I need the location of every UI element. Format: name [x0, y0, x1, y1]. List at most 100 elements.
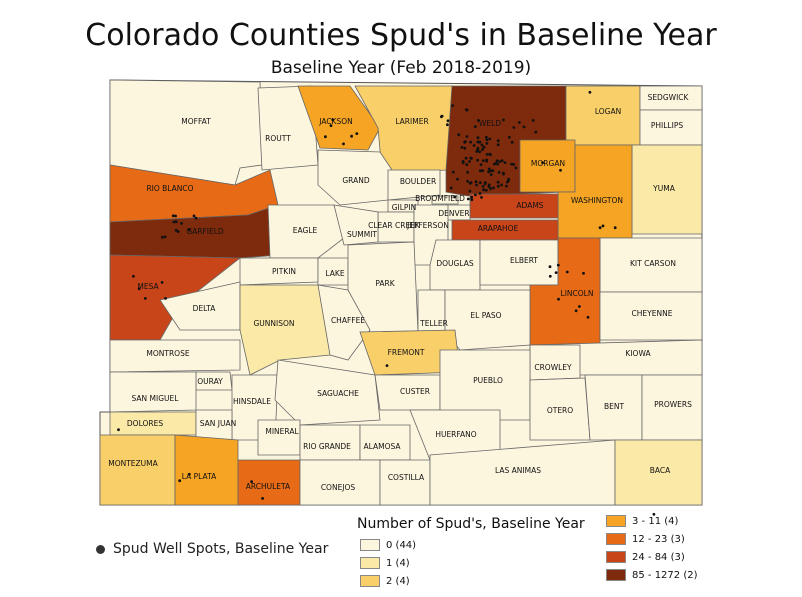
spud-well-dot — [534, 130, 538, 134]
county-label-conejos: CONEJOS — [321, 483, 356, 492]
county-label-otero: OTERO — [547, 406, 573, 415]
county-label-lincoln: LINCOLN — [561, 289, 594, 298]
legend-swatch — [606, 515, 626, 527]
spud-well-dot — [496, 143, 500, 147]
county-label-huerfano: HUERFANO — [435, 430, 476, 439]
legend-item: 2 (4) — [360, 572, 416, 590]
spud-well-dot — [574, 309, 578, 313]
county-label-mineral: MINERAL — [265, 427, 299, 436]
spud-well-dot — [324, 135, 327, 139]
spud-well-dot — [261, 497, 264, 500]
county-label-weld: WELD — [479, 119, 501, 128]
spud-well-dot — [588, 90, 592, 94]
spud-well-dot — [350, 134, 353, 138]
county-label-moffat: MOFFAT — [181, 117, 211, 126]
map-title: Colorado Counties Spud's in Baseline Yea… — [85, 18, 717, 53]
legend-label: 3 - 11 (4) — [632, 515, 679, 527]
spud-well-dot — [385, 364, 389, 367]
spud-well-dot — [478, 192, 482, 195]
county-adams — [469, 193, 559, 219]
county-mineral — [257, 419, 301, 456]
legend-label: 2 (4) — [386, 575, 410, 587]
spud-well-dot — [250, 480, 254, 483]
spud-well-dot — [652, 512, 656, 516]
spud-well-dot — [478, 169, 482, 173]
dot-legend: Spud Well Spots, Baseline Year — [96, 541, 328, 557]
county-label-gunnison: GUNNISON — [253, 319, 294, 328]
county-label-chaffee: CHAFFEE — [331, 316, 365, 325]
county-label-sedgwick: SEDGWICK — [648, 93, 690, 102]
spud-well-dot — [475, 183, 478, 187]
spud-well-dot — [514, 166, 518, 170]
county-label-routt: ROUTT — [265, 134, 291, 143]
county-label-bent: BENT — [604, 402, 624, 411]
county-label-dolores: DOLORES — [127, 419, 163, 428]
spud-well-dot — [531, 119, 535, 122]
spud-well-dot — [478, 181, 482, 185]
spud-well-dot — [161, 235, 164, 239]
county-summit — [333, 204, 379, 246]
county-label-pitkin: PITKIN — [272, 267, 296, 276]
spud-well-dot — [500, 183, 503, 187]
spud-well-dot — [137, 287, 141, 291]
county-label-baca: BACA — [650, 466, 671, 475]
map-subtitle: Baseline Year (Feb 2018-2019) — [270, 58, 532, 78]
spud-well-dot — [477, 140, 481, 144]
spud-well-dot — [496, 180, 500, 184]
county-label-yuma: YUMA — [652, 184, 676, 193]
legend-label: 24 - 84 (3) — [632, 551, 685, 563]
spud-well-dot — [510, 162, 513, 166]
spud-well-dot — [478, 150, 481, 154]
spud-well-dot — [461, 161, 465, 165]
county-label-morgan: MORGAN — [531, 159, 565, 168]
legend-item: 0 (44) — [360, 536, 416, 554]
county-label-las-animas: LAS ANIMAS — [495, 466, 541, 475]
spud-well-dot — [194, 216, 198, 220]
spud-well-dot — [541, 161, 544, 165]
spud-well-dot — [485, 158, 488, 162]
county-broomfield — [431, 195, 459, 205]
spud-well-dot — [178, 479, 182, 483]
spud-well-dot — [476, 146, 480, 150]
county-el-paso — [444, 289, 531, 351]
spud-well-dot — [489, 173, 493, 177]
spud-well-dot — [559, 168, 562, 172]
county-label-saguache: SAGUACHE — [317, 389, 359, 398]
spud-well-dot — [174, 220, 178, 224]
spud-well-dot — [487, 170, 490, 174]
county-label-grand: GRAND — [342, 176, 369, 185]
spud-well-dot — [507, 135, 511, 139]
legend-label: 0 (44) — [386, 539, 417, 551]
spud-well-dot — [174, 228, 178, 232]
spud-well-dot — [470, 198, 474, 202]
spud-well-dot — [187, 472, 191, 476]
legend-label: 12 - 23 (3) — [632, 533, 685, 545]
spud-well-dot — [466, 179, 469, 183]
county-label-eagle: EAGLE — [293, 226, 318, 235]
county-label-custer: CUSTER — [400, 387, 430, 396]
county-label-delta: DELTA — [193, 304, 217, 313]
spud-well-dot — [494, 161, 498, 165]
spud-well-dot — [192, 214, 196, 218]
legend-label: 85 - 1272 (2) — [632, 569, 698, 581]
county-jackson — [297, 85, 381, 151]
county-label-teller: TELLER — [419, 319, 448, 328]
county-label-fremont: FREMONT — [388, 348, 425, 357]
county-label-jackson: JACKSON — [318, 117, 353, 126]
spud-well-dot — [453, 195, 457, 199]
county-label-washington: WASHINGTON — [571, 196, 623, 205]
spud-well-dot — [469, 156, 473, 160]
county-san-miguel — [109, 371, 197, 413]
spud-well-dot — [329, 124, 333, 127]
county-label-summit: SUMMIT — [347, 230, 377, 239]
legend-label: 1 (4) — [386, 557, 410, 569]
county-label-ouray: OURAY — [197, 377, 223, 386]
county-montezuma — [99, 434, 176, 506]
spud-well-dot — [474, 180, 478, 184]
spud-well-dot — [171, 214, 175, 218]
spud-well-dot — [457, 133, 461, 137]
spud-well-dot — [449, 186, 453, 190]
spud-well-dot — [456, 177, 459, 181]
spud-well-dot — [465, 135, 469, 138]
spud-well-dot — [495, 159, 499, 163]
